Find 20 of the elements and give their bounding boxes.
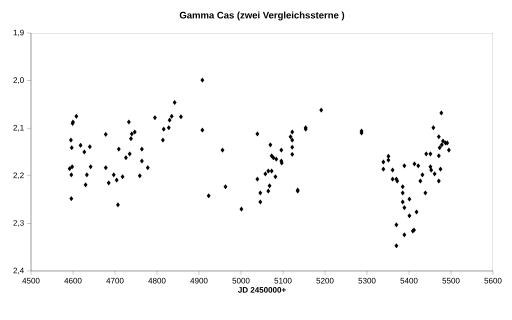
x-tick-label: 4800 — [148, 278, 166, 284]
y-tick-label: 2,0 — [13, 77, 24, 84]
x-axis-title: JD 2450000+ — [238, 287, 286, 293]
y-tick-label: 2,2 — [13, 172, 24, 180]
y-tick-label: 2,3 — [13, 220, 24, 227]
x-tick-label: 4500 — [22, 278, 40, 284]
y-tick-label: 2,1 — [13, 124, 24, 132]
chart-title: Gamma Cas (zwei Vergleichssterne ) — [180, 12, 344, 20]
y-tick-label: 2,4 — [13, 268, 24, 274]
x-tick-label: 5600 — [484, 278, 502, 284]
x-tick-label: 4900 — [190, 278, 208, 284]
y-tick-label: 1,9 — [14, 30, 24, 36]
x-tick-label: 5500 — [442, 278, 460, 284]
x-tick-label: 5000 — [232, 278, 250, 284]
x-tick-label: 5200 — [316, 278, 334, 284]
x-tick-label: 4600 — [64, 278, 82, 284]
x-tick-label: 5100 — [274, 278, 292, 284]
x-tick-label: 5400 — [400, 278, 418, 284]
x-tick-label: 4700 — [106, 278, 124, 284]
x-tick-label: 5300 — [358, 278, 376, 284]
